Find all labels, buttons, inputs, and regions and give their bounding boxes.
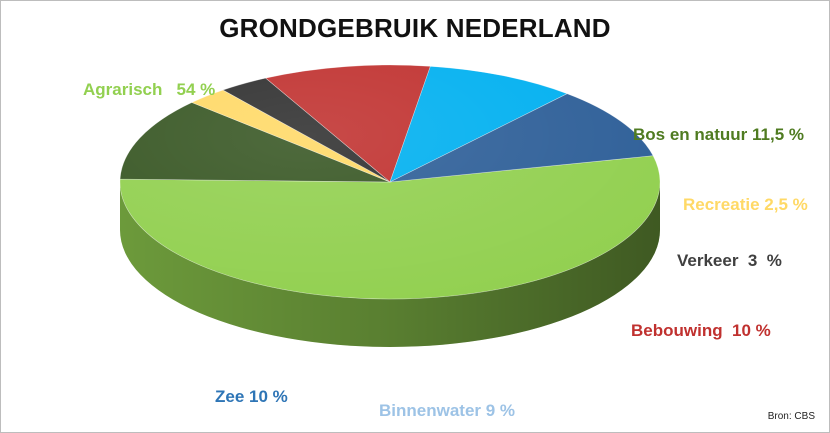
label-zee: Zee 10 % — [215, 387, 288, 406]
pie-sheen — [120, 65, 660, 299]
label-verkeer: Verkeer 3 % — [677, 251, 782, 270]
label-recreatie: Recreatie 2,5 % — [683, 195, 808, 214]
label-bebouwing: Bebouwing 10 % — [631, 321, 771, 340]
label-binnenwater: Binnenwater 9 % — [379, 401, 516, 420]
source-note: Bron: CBS — [767, 411, 815, 422]
chart-title: GRONDGEBRUIK NEDERLAND — [219, 13, 611, 43]
label-agrarisch: Agrarisch 54 % — [83, 80, 216, 99]
label-bos-en-natuur: Bos en natuur 11,5 % — [633, 125, 804, 144]
side-shade-agrarisch — [120, 182, 660, 347]
